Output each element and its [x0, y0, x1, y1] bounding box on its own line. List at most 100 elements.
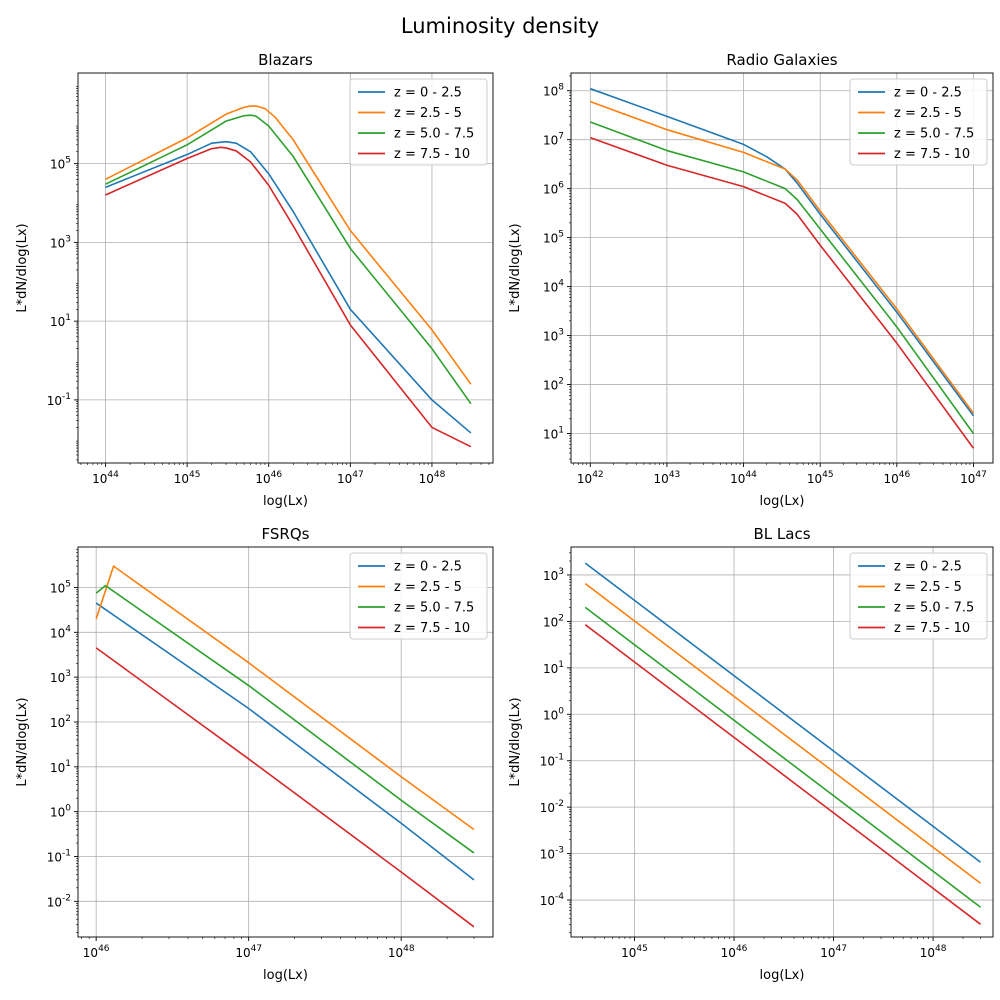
series-line	[590, 100, 975, 414]
y-tick-label: 104	[50, 624, 71, 640]
axes-frame	[570, 546, 994, 938]
x-tick-label: 1047	[960, 470, 987, 486]
series-line	[95, 584, 475, 854]
x-tick-label: 1046	[83, 944, 110, 960]
y-tick-label: 102	[50, 714, 71, 730]
series-line	[95, 565, 475, 831]
series-line	[584, 624, 982, 925]
legend-label: z = 0 - 2.5	[894, 86, 962, 101]
y-axis-label: L*dN/dlog(Lx)	[508, 697, 523, 786]
y-tick-label: 106	[543, 181, 564, 197]
series-line	[590, 136, 975, 449]
x-axis-label: log(Lx)	[263, 968, 308, 983]
legend-label: z = 0 - 2.5	[394, 560, 462, 575]
y-tick-label: 104	[543, 279, 564, 295]
x-axis-label: log(Lx)	[760, 968, 805, 983]
x-tick-label: 1047	[235, 944, 262, 960]
series-line	[584, 562, 982, 863]
x-tick-label: 1046	[255, 470, 282, 486]
y-tick-label: 102	[543, 377, 564, 393]
y-axis-label: L*dN/dlog(Lx)	[508, 223, 523, 312]
legend-label: z = 7.5 - 10	[894, 621, 970, 636]
y-axis-label: L*dN/dlog(Lx)	[15, 697, 30, 786]
x-axis-label: log(Lx)	[263, 494, 308, 509]
series-line	[105, 146, 472, 448]
panel-title: Blazars	[258, 51, 313, 69]
legend-label: z = 5.0 - 7.5	[894, 127, 974, 142]
series-line	[584, 606, 982, 908]
legend-label: z = 2.5 - 5	[394, 106, 462, 121]
x-tick-label: 1044	[92, 470, 119, 486]
y-tick-label: 105	[50, 156, 71, 172]
axes-frame	[570, 72, 994, 464]
x-tick-label: 1048	[920, 944, 947, 960]
y-tick-label: 103	[50, 669, 71, 685]
legend: z = 0 - 2.5 z = 2.5 - 5 z = 5.0 - 7.5 z = 7…	[849, 552, 988, 640]
panel-title: FSRQs	[262, 525, 310, 543]
x-tick-label: 1048	[419, 470, 446, 486]
y-tick-label: 10-1	[47, 848, 71, 864]
legend: z = 0 - 2.5 z = 2.5 - 5 z = 5.0 - 7.5 z = 7…	[849, 78, 988, 166]
x-tick-label: 1043	[654, 470, 681, 486]
y-tick-label: 103	[50, 234, 71, 250]
y-tick-label: 10-1	[540, 753, 564, 769]
x-tick-label: 1046	[721, 944, 748, 960]
y-tick-label: 108	[543, 83, 564, 99]
panel-3: 1046 1047 1048 10-2 10-1 100 101 102 103 104 105 FS…	[15, 525, 494, 983]
y-tick-label: 103	[543, 567, 564, 583]
legend-label: z = 5.0 - 7.5	[394, 601, 474, 616]
panel-title: BL Lacs	[753, 525, 810, 543]
y-tick-label: 100	[50, 804, 71, 820]
y-tick-label: 105	[543, 230, 564, 246]
legend: z = 0 - 2.5 z = 2.5 - 5 z = 5.0 - 7.5 z = 7…	[349, 78, 488, 166]
x-tick-label: 1045	[174, 470, 201, 486]
series-line	[584, 583, 982, 884]
legend-label: z = 2.5 - 5	[894, 580, 962, 595]
legend-box	[349, 552, 488, 640]
legend: z = 0 - 2.5 z = 2.5 - 5 z = 5.0 - 7.5 z = 7…	[349, 552, 488, 640]
axes-frame	[77, 546, 494, 938]
y-tick-label: 107	[543, 132, 564, 148]
legend-label: z = 7.5 - 10	[894, 147, 970, 162]
legend-label: z = 2.5 - 5	[394, 580, 462, 595]
y-tick-label: 105	[50, 579, 71, 595]
x-tick-label: 1042	[577, 470, 604, 486]
legend-label: z = 0 - 2.5	[394, 86, 462, 101]
y-tick-label: 102	[543, 613, 564, 629]
figure-title: Luminosity density	[400, 14, 600, 38]
x-axis-label: log(Lx)	[760, 494, 805, 509]
y-tick-label: 10-1	[47, 392, 71, 408]
y-tick-label: 10-2	[47, 893, 71, 909]
legend-label: z = 7.5 - 10	[394, 147, 470, 162]
x-tick-label: 1047	[337, 470, 364, 486]
y-tick-label: 101	[543, 426, 564, 442]
series-line	[95, 602, 475, 881]
legend-label: z = 5.0 - 7.5	[894, 601, 974, 616]
y-tick-label: 10-3	[540, 846, 564, 862]
x-tick-label: 1044	[730, 470, 757, 486]
legend-box	[849, 78, 988, 166]
y-tick-label: 101	[50, 313, 71, 329]
y-tick-label: 10-2	[540, 799, 564, 815]
y-tick-label: 100	[543, 706, 564, 722]
legend-label: z = 7.5 - 10	[394, 621, 470, 636]
series-line	[105, 114, 472, 405]
series-line	[590, 121, 975, 434]
panel-4: 1045 1046 1047 1048 10-4 10-3 10-2 10-1 100 101 10…	[508, 525, 994, 983]
x-tick-label: 1048	[388, 944, 415, 960]
panel-1: 1044 1045 1046 1047 1048 10-1 101 103 105 Blazars…	[15, 51, 494, 509]
y-tick-label: 10-4	[540, 892, 565, 908]
legend-box	[349, 78, 488, 166]
x-tick-label: 1046	[883, 470, 910, 486]
x-tick-label: 1045	[807, 470, 834, 486]
x-tick-label: 1047	[820, 944, 847, 960]
series-line	[95, 647, 475, 928]
legend-label: z = 0 - 2.5	[894, 560, 962, 575]
axes-frame	[77, 72, 494, 464]
y-axis-label: L*dN/dlog(Lx)	[15, 223, 30, 312]
panel-2: 1042 1043 1044 1045 1046 1047 101 102 103 104 105 1…	[508, 51, 994, 509]
series-line	[105, 140, 472, 434]
y-tick-label: 101	[50, 759, 71, 775]
